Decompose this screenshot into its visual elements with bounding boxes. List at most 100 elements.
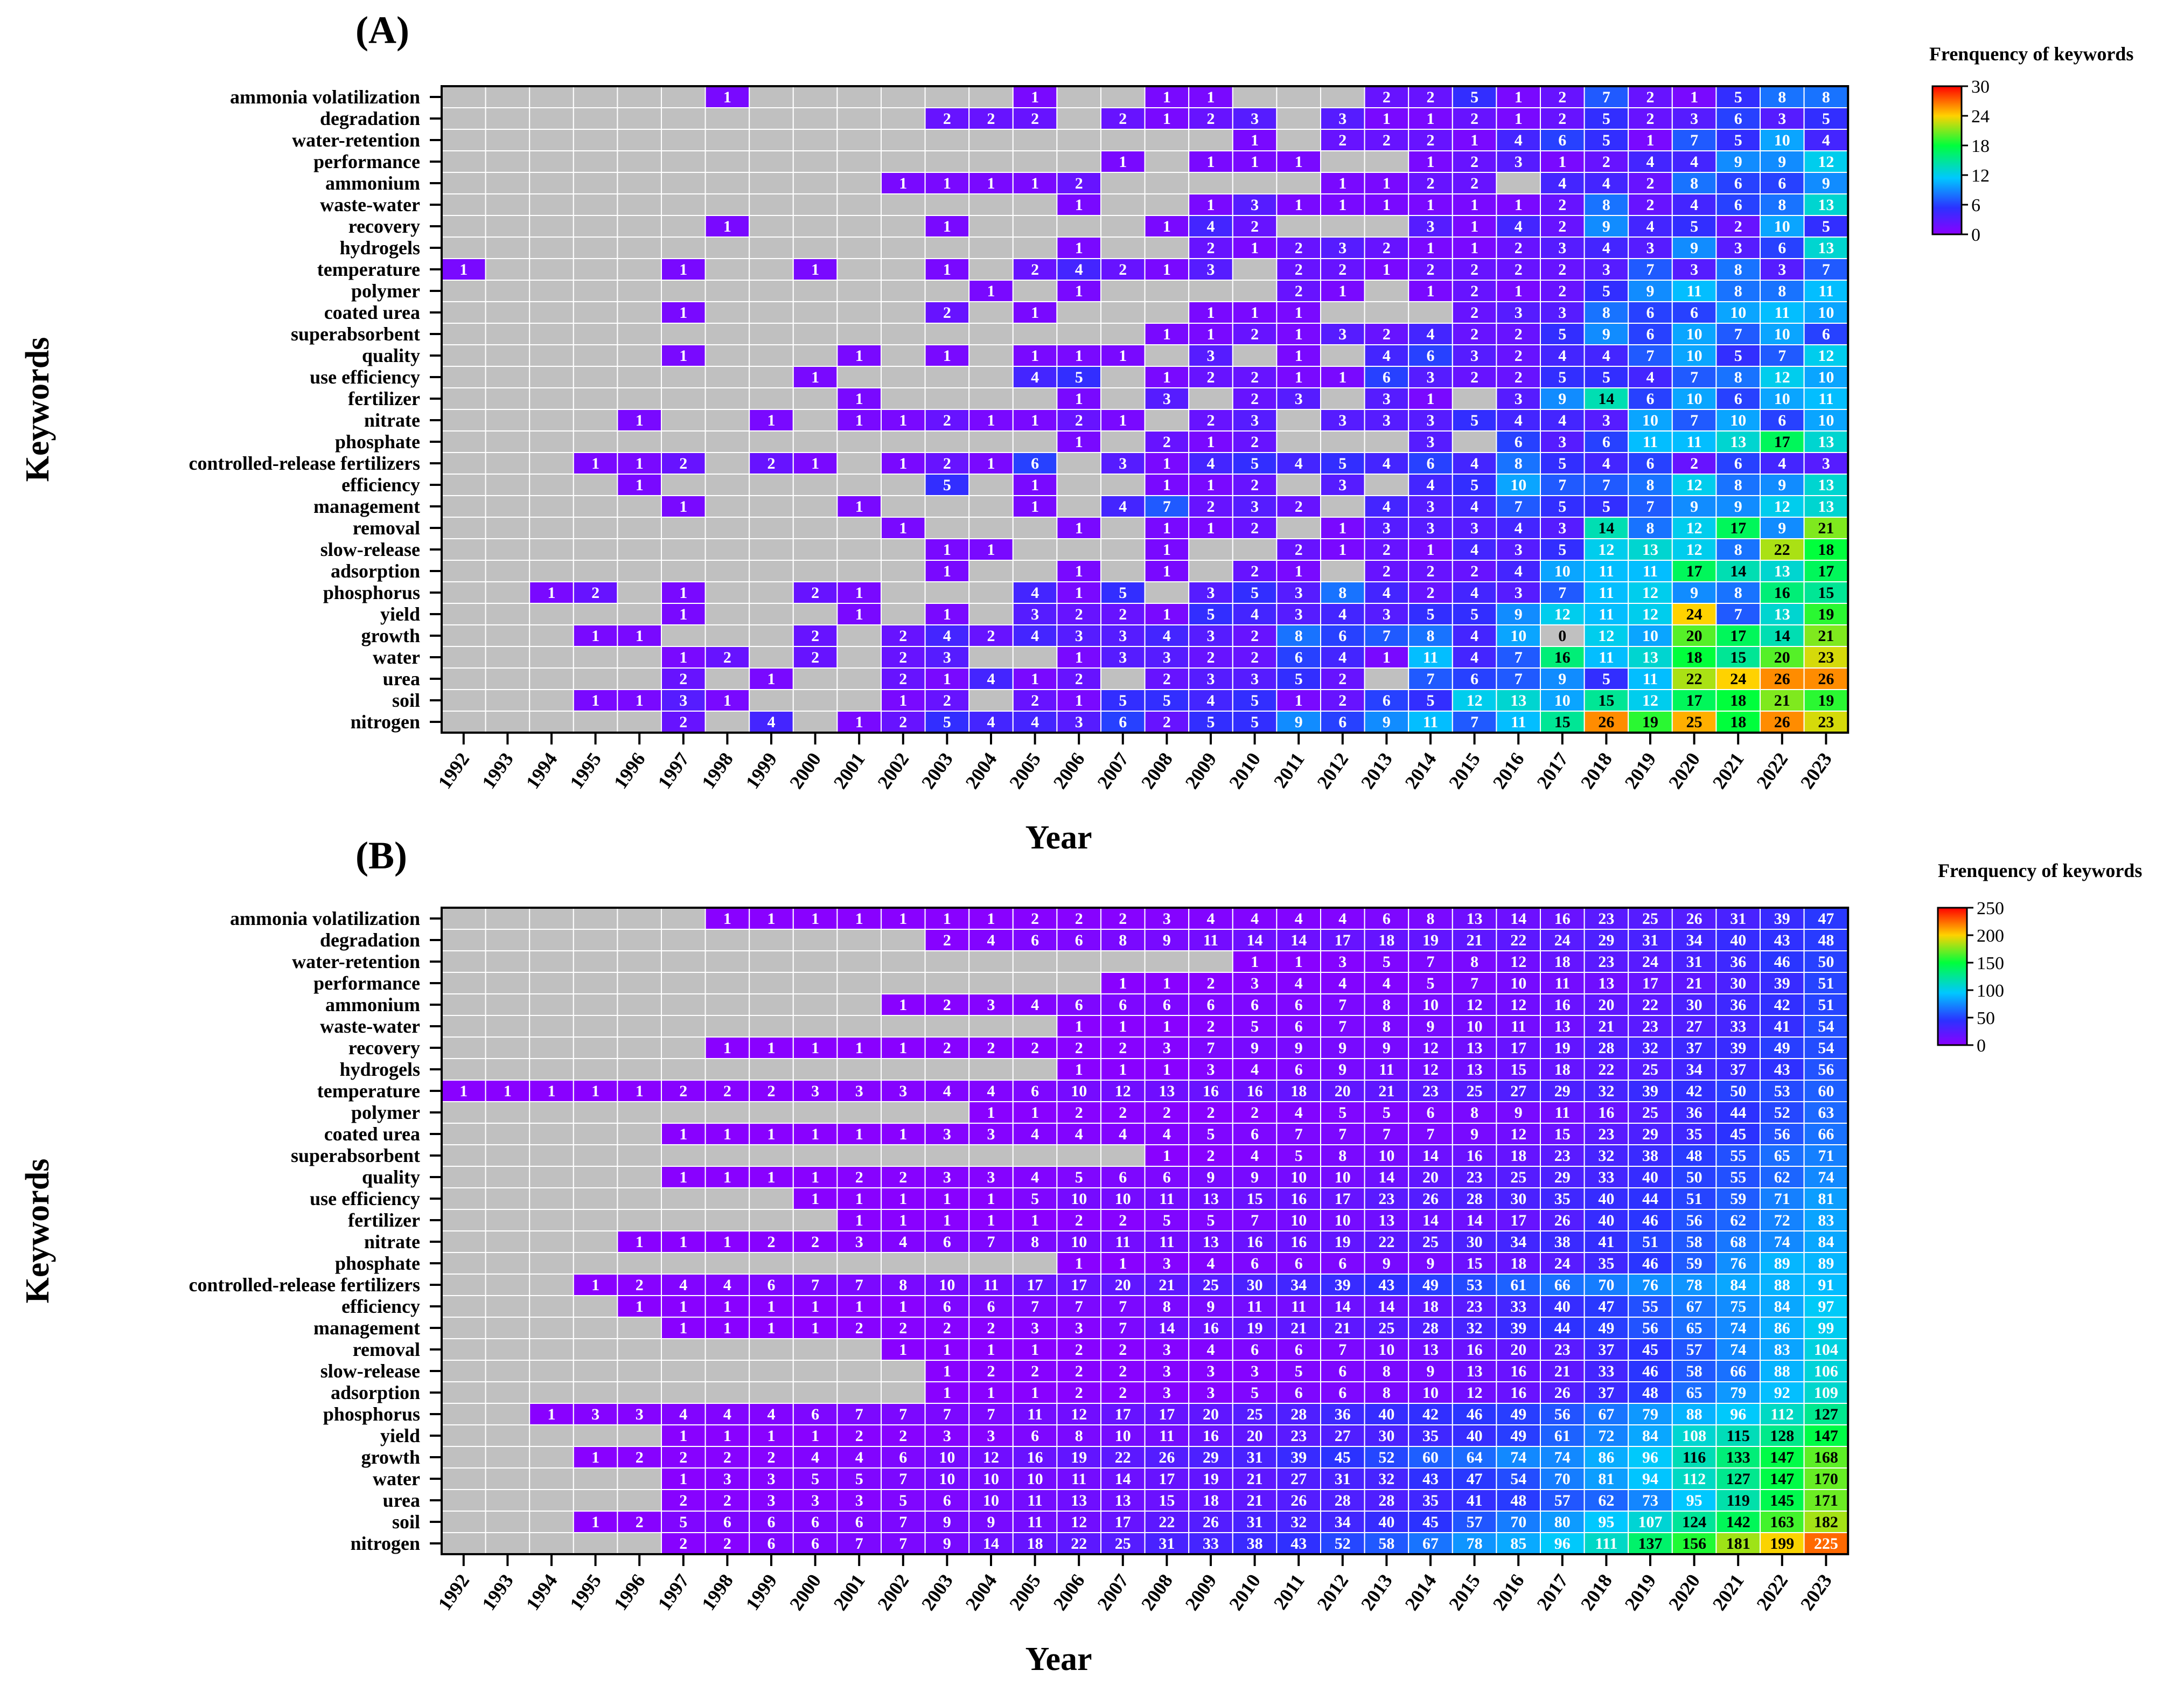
cell-value-label: 5 bbox=[1734, 88, 1742, 106]
cell-value-label: 26 bbox=[1159, 1449, 1175, 1466]
cell-value-label: 5 bbox=[1383, 953, 1391, 971]
heatmap-cell bbox=[485, 1381, 531, 1404]
heatmap-cell bbox=[529, 1209, 574, 1231]
cell-value-label: 4 bbox=[767, 1405, 776, 1423]
cell-value-label: 15 bbox=[1818, 584, 1834, 602]
cell-value-label: 3 bbox=[855, 1233, 863, 1251]
cell-value-label: 57 bbox=[1467, 1513, 1483, 1531]
cell-value-label: 1 bbox=[811, 368, 819, 386]
heatmap-cell bbox=[968, 581, 1014, 604]
cell-value-label: 1 bbox=[1295, 692, 1303, 709]
cell-value-label: 21 bbox=[1378, 1082, 1394, 1100]
heatmap-cell bbox=[1144, 581, 1190, 604]
cell-value-label: 6 bbox=[1734, 455, 1742, 472]
cell-value-label: 9 bbox=[1295, 1039, 1303, 1057]
cell-value-label: 2 bbox=[1075, 175, 1083, 192]
keyword-label: growth bbox=[361, 625, 420, 646]
cell-value-label: 63 bbox=[1818, 1104, 1834, 1122]
heatmap-cell bbox=[529, 1144, 574, 1167]
cell-value-label: 13 bbox=[1818, 433, 1834, 451]
cell-value-label: 48 bbox=[1510, 1492, 1526, 1509]
cell-value-label: 156 bbox=[1682, 1535, 1706, 1553]
heatmap-cell bbox=[573, 1360, 618, 1382]
cell-value-label: 54 bbox=[1818, 1039, 1834, 1057]
heatmap-cell bbox=[529, 280, 574, 302]
heatmap-cell bbox=[1540, 193, 1585, 216]
cell-value-label: 11 bbox=[1291, 1298, 1306, 1316]
cell-value-label: 1 bbox=[591, 455, 599, 472]
cell-value-label: 1 bbox=[723, 1125, 731, 1143]
heatmap-cell bbox=[749, 581, 794, 604]
cell-value-label: 142 bbox=[1726, 1513, 1750, 1531]
heatmap-cell bbox=[661, 1360, 706, 1382]
cell-value-label: 3 bbox=[1383, 519, 1391, 537]
heatmap-cell bbox=[924, 517, 970, 539]
cell-value-label: 33 bbox=[1203, 1535, 1219, 1553]
heatmap-cell bbox=[1276, 258, 1321, 281]
heatmap-cell bbox=[704, 258, 750, 281]
heatmap-cell bbox=[1671, 258, 1717, 281]
cell-value-label: 2 bbox=[1383, 88, 1391, 106]
cell-value-label: 3 bbox=[1470, 519, 1478, 537]
cell-value-label: 88 bbox=[1686, 1405, 1702, 1423]
cell-value-label: 19 bbox=[1203, 1470, 1219, 1488]
cell-value-label: 1 bbox=[855, 1298, 863, 1316]
cell-value-label: 225 bbox=[1814, 1535, 1838, 1553]
cell-value-label: 1 bbox=[591, 1449, 599, 1466]
cell-value-label: 5 bbox=[1602, 368, 1610, 386]
cell-value-label: 2 bbox=[1207, 1104, 1215, 1122]
cell-value-label: 4 bbox=[1515, 412, 1523, 429]
cell-value-label: 23 bbox=[1422, 1082, 1439, 1100]
year-label: 2000 bbox=[785, 749, 825, 793]
cell-value-label: 13 bbox=[1554, 1018, 1571, 1035]
heatmap-cell bbox=[1100, 301, 1146, 324]
heatmap-cell bbox=[485, 1360, 531, 1382]
cell-value-label: 12 bbox=[1554, 606, 1571, 623]
cell-value-label: 1 bbox=[811, 1190, 819, 1208]
heatmap-cell bbox=[1056, 129, 1102, 151]
cell-value-label: 1 bbox=[899, 692, 907, 709]
heatmap-cell bbox=[441, 1058, 486, 1081]
heatmap-cell bbox=[1100, 387, 1146, 410]
cell-value-label: 4 bbox=[1690, 153, 1698, 171]
heatmap-cell bbox=[441, 972, 486, 994]
heatmap-cell bbox=[792, 972, 838, 994]
cell-value-label: 1 bbox=[1295, 562, 1303, 580]
heatmap-cell bbox=[968, 972, 1014, 994]
cell-value-label: 39 bbox=[1290, 1449, 1307, 1466]
cell-value-label: 21 bbox=[1247, 1470, 1263, 1488]
cell-value-label: 29 bbox=[1598, 931, 1614, 949]
heatmap-cell bbox=[441, 929, 486, 951]
cell-value-label: 182 bbox=[1814, 1513, 1838, 1531]
cell-value-label: 1 bbox=[1251, 131, 1259, 149]
year-label: 2019 bbox=[1620, 749, 1660, 793]
cell-value-label: 2 bbox=[1470, 325, 1478, 343]
cell-value-label: 56 bbox=[1642, 1319, 1658, 1337]
heatmap-cell bbox=[968, 603, 1014, 625]
cell-value-label: 1 bbox=[1515, 110, 1523, 128]
heatmap-cell bbox=[1628, 193, 1673, 216]
year-label: 1998 bbox=[697, 749, 737, 793]
heatmap-cell bbox=[485, 344, 531, 367]
cell-value-label: 4 bbox=[1646, 153, 1655, 171]
keyword-label: management bbox=[313, 1317, 420, 1339]
heatmap-cell bbox=[881, 323, 926, 345]
heatmap-cell bbox=[749, 452, 794, 475]
cell-value-label: 24 bbox=[1642, 953, 1658, 971]
keyword-label: ammonia volatilization bbox=[230, 86, 420, 108]
cell-value-label: 2 bbox=[1515, 347, 1523, 365]
cell-value-label: 9 bbox=[1427, 1362, 1435, 1380]
heatmap-cell bbox=[1408, 236, 1453, 259]
cell-value-label: 2 bbox=[636, 1513, 644, 1531]
keyword-label: use efficiency bbox=[310, 366, 420, 388]
heatmap-cell bbox=[968, 344, 1014, 367]
heatmap-cell bbox=[1144, 193, 1190, 216]
cell-value-label: 3 bbox=[1558, 433, 1566, 451]
cell-value-label: 22 bbox=[1686, 670, 1702, 688]
cell-value-label: 1 bbox=[855, 910, 863, 928]
heatmap-cell bbox=[573, 1252, 618, 1275]
cell-value-label: 14 bbox=[1598, 519, 1614, 537]
cell-value-label: 3 bbox=[1515, 541, 1523, 559]
cell-value-label: 1 bbox=[943, 910, 951, 928]
heatmap-cell bbox=[1276, 236, 1321, 259]
